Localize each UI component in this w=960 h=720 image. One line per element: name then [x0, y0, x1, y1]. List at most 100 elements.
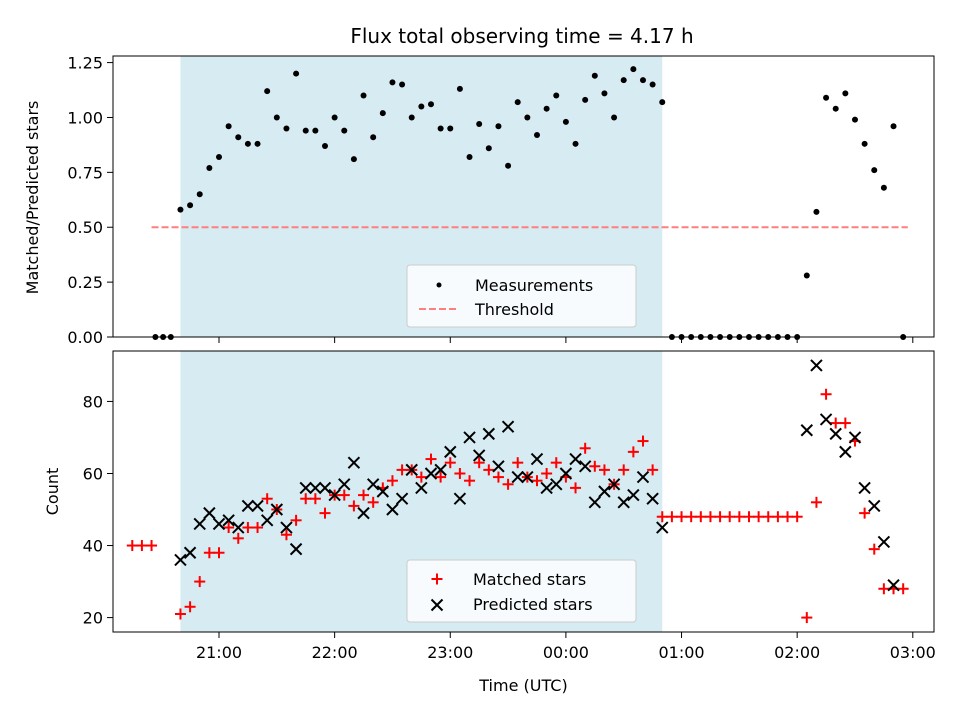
matched-star-point — [830, 417, 842, 429]
legend-matched-label: Matched stars — [473, 570, 586, 589]
measurement-point — [370, 134, 377, 141]
predicted-star-point — [318, 481, 332, 495]
measurement-point — [379, 110, 386, 117]
bottom-y-axis-label: Count — [43, 468, 62, 516]
x-axis-label: Time (UTC) — [478, 676, 567, 695]
predicted-star-point — [588, 496, 602, 509]
predicted-star-point — [819, 413, 833, 426]
measurement-point — [206, 164, 213, 171]
measurement-point — [851, 116, 858, 123]
measurement-point — [196, 191, 203, 198]
measurement-point — [880, 184, 887, 191]
predicted-star-point — [877, 535, 891, 549]
predicted-star-point — [472, 449, 486, 462]
predicted-star-point — [357, 506, 370, 520]
predicted-star-point — [636, 470, 650, 484]
matched-star-point — [425, 453, 437, 465]
x-tick-label: 23:00 — [427, 643, 473, 662]
measurement-point — [399, 81, 406, 88]
y-tick-label: 20 — [83, 609, 103, 628]
y-tick-label: 40 — [83, 537, 103, 556]
predicted-star-point — [270, 503, 284, 516]
predicted-star-point — [627, 488, 640, 502]
measurement-point — [466, 153, 473, 160]
matched-star-point — [897, 583, 909, 595]
measurement-point — [350, 156, 357, 163]
predicted-star-point — [203, 506, 216, 520]
matched-star-point — [772, 511, 784, 523]
matched-star-point — [300, 493, 312, 505]
matched-star-point — [704, 511, 716, 523]
legend-measurements-marker — [436, 282, 442, 288]
x-tick-label: 22:00 — [312, 643, 358, 662]
matched-star-point — [598, 464, 610, 476]
matched-star-point — [194, 576, 206, 588]
matched-star-point — [531, 475, 543, 487]
matched-star-point — [637, 435, 649, 447]
matched-star-point — [242, 522, 254, 534]
measurement-point — [254, 140, 261, 147]
measurement-point — [302, 127, 309, 134]
matched-star-point — [502, 478, 514, 490]
predicted-star-point — [800, 424, 814, 437]
predicted-star-point — [868, 499, 881, 513]
matched-star-point — [136, 540, 148, 552]
matched-star-point — [820, 388, 832, 400]
matched-star-point — [126, 540, 138, 552]
measurement-point — [485, 145, 492, 152]
predicted-star-point — [434, 463, 447, 477]
x-tick-label: 01:00 — [658, 643, 704, 662]
predicted-star-point — [501, 420, 515, 433]
measurement-point — [861, 140, 868, 147]
legend-threshold-label: Threshold — [474, 300, 554, 319]
matched-star-point — [839, 417, 851, 429]
predicted-star-point — [347, 456, 361, 469]
measurement-point — [187, 202, 194, 209]
predicted-star-point — [241, 499, 255, 513]
top-panel: 0.00 0.25 0.50 0.75 1.00 1.25 Matched/Predict… — [23, 54, 935, 347]
top-y-axis-label: Matched/Predicted stars — [23, 101, 42, 295]
measurement-point — [408, 114, 415, 121]
bottom-legend: Matched stars Predicted stars — [406, 559, 637, 623]
measurement-point — [312, 127, 319, 134]
matched-star-point — [492, 471, 504, 483]
legend-predicted-label: Predicted stars — [473, 595, 593, 614]
measurement-point — [427, 101, 434, 108]
matched-star-point — [146, 540, 158, 552]
measurement-point — [418, 103, 425, 110]
matched-star-point — [174, 608, 186, 620]
matched-star-point — [338, 489, 350, 501]
predicted-star-point — [810, 359, 823, 372]
measurement-point — [495, 123, 502, 130]
measurement-point — [572, 140, 579, 147]
matched-star-point — [724, 511, 736, 523]
matched-star-point — [685, 511, 697, 523]
predicted-star-point — [251, 499, 264, 513]
top-data-points — [152, 66, 907, 340]
predicted-star-point — [511, 470, 524, 484]
matched-star-point — [319, 507, 331, 519]
matched-star-point — [454, 467, 466, 479]
measurement-point — [244, 140, 251, 147]
predicted-star-point — [550, 478, 563, 491]
predicted-star-point — [376, 485, 390, 498]
measurement-point — [177, 206, 184, 213]
predicted-star-point — [260, 514, 274, 527]
matched-star-point — [203, 547, 215, 559]
matched-star-point — [223, 522, 235, 534]
measurement-point — [524, 114, 531, 121]
matched-star-point — [782, 511, 794, 523]
bottom-data-points — [126, 359, 909, 624]
x-tick-label: 00:00 — [543, 643, 589, 662]
matched-star-point — [810, 496, 822, 508]
y-tick-label: 80 — [83, 392, 103, 411]
measurement-point — [553, 92, 560, 99]
measurement-point — [225, 123, 232, 130]
matched-star-point — [801, 612, 813, 624]
matched-star-point — [252, 522, 264, 534]
matched-star-point — [714, 511, 726, 523]
legend-matched-marker — [431, 573, 443, 585]
predicted-star-point — [386, 503, 399, 516]
y-tick-label: 0.25 — [67, 273, 103, 292]
